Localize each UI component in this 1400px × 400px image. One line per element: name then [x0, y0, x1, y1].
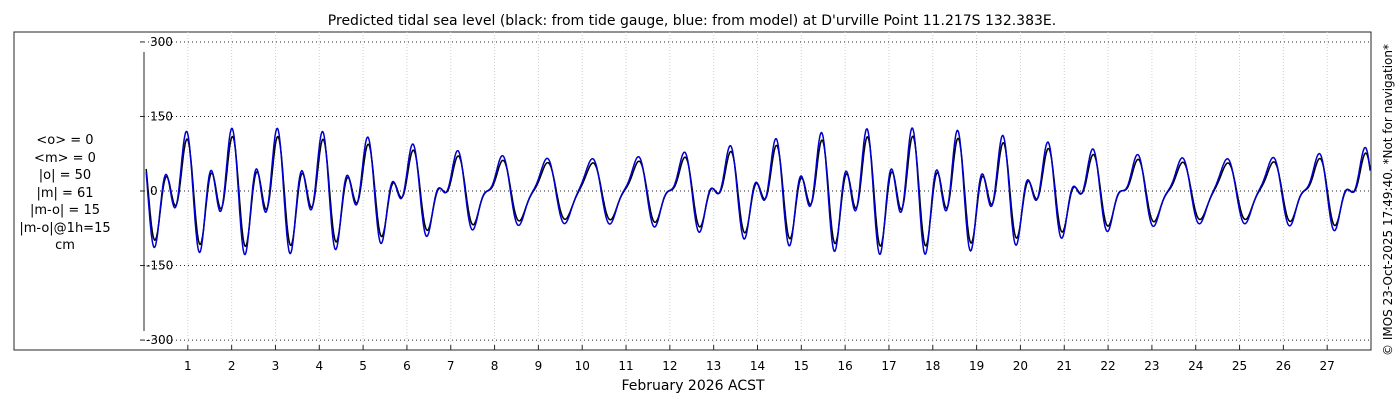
stat-abs-observed: |o| = 50 — [38, 168, 92, 183]
x-tick-label-3: 3 — [272, 359, 280, 373]
x-tick-label-5: 5 — [359, 359, 367, 373]
y-tick-label--300: -300 — [146, 333, 173, 347]
x-tick-label-11: 11 — [618, 359, 633, 373]
copyright-text: © IMOS 23-Oct-2025 17:49:40. *Not for na… — [1381, 44, 1395, 356]
x-tick-label-27: 27 — [1320, 359, 1335, 373]
x-tick-label-13: 13 — [706, 359, 721, 373]
x-tick-label-17: 17 — [881, 359, 896, 373]
x-tick-label-15: 15 — [794, 359, 809, 373]
x-tick-label-25: 25 — [1232, 359, 1247, 373]
stat-abs-difference: |m-o| = 15 — [29, 203, 100, 218]
series-line-model — [145, 127, 1371, 256]
x-tick-label-6: 6 — [403, 359, 411, 373]
y-tick-label-300: 300 — [150, 35, 173, 49]
x-axis-label: February 2026 ACST — [621, 378, 765, 394]
x-tick-label-26: 26 — [1276, 359, 1291, 373]
y-gridlines — [144, 41, 1371, 341]
x-tick-label-20: 20 — [1013, 359, 1028, 373]
x-tick-label-23: 23 — [1144, 359, 1159, 373]
chart-title: Predicted tidal sea level (black: from t… — [328, 13, 1056, 29]
x-ticks: 1 2 3 4 5 6 7 8 9 10 11 12 13 14 15 16 17 18 19 20 21 22 23 24 2… — [184, 345, 1335, 373]
y-tick-label-0: 0 — [150, 184, 158, 198]
x-tick-label-7: 7 — [447, 359, 455, 373]
y-tick-label--150: -150 — [146, 259, 173, 273]
x-tick-label-10: 10 — [575, 359, 590, 373]
stat-mean-observed: <o> = 0 — [36, 133, 94, 148]
x-tick-label-14: 14 — [750, 359, 765, 373]
x-tick-label-4: 4 — [315, 359, 323, 373]
x-tick-label-16: 16 — [838, 359, 853, 373]
stats-panel: <o> = 0 <m> = 0 |o| = 50 |m| = 61 |m-o| … — [0, 132, 130, 255]
stat-mean-model: <m> = 0 — [34, 150, 96, 166]
x-tick-label-19: 19 — [969, 359, 984, 373]
stat-difference-1h: |m-o|@1h=15 — [19, 220, 111, 236]
x-tick-label-8: 8 — [491, 359, 499, 373]
x-tick-label-12: 12 — [662, 359, 677, 373]
x-tick-label-22: 22 — [1100, 359, 1115, 373]
x-tick-label-21: 21 — [1057, 359, 1072, 373]
series-lines — [145, 127, 1371, 256]
y-ticks: 300 150 0 -150 -300 — [140, 35, 173, 347]
x-tick-label-9: 9 — [535, 359, 543, 373]
x-tick-label-2: 2 — [228, 359, 236, 373]
stat-unit: cm — [55, 238, 75, 253]
x-tick-label-18: 18 — [925, 359, 940, 373]
x-tick-label-24: 24 — [1188, 359, 1203, 373]
x-tick-label-1: 1 — [184, 359, 192, 373]
y-tick-label-150: 150 — [150, 109, 173, 123]
stat-abs-model: |m| = 61 — [36, 185, 94, 201]
